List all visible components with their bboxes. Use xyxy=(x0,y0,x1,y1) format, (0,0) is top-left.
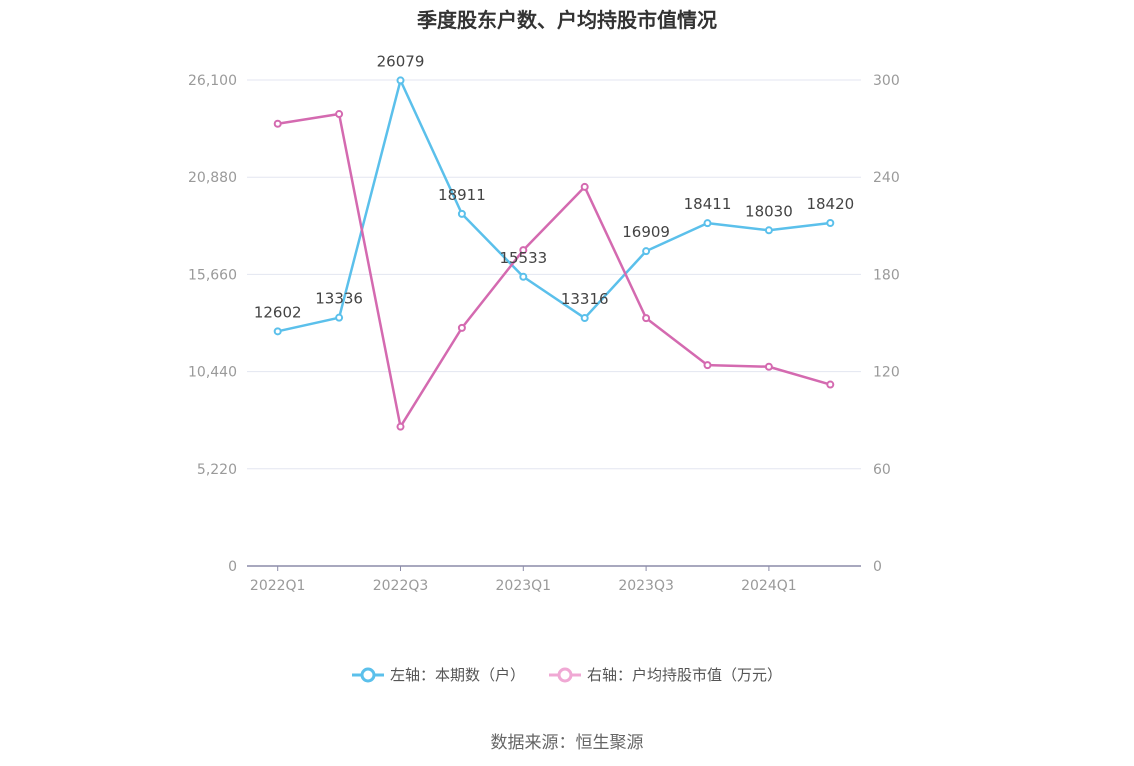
data-label: 15533 xyxy=(499,249,547,267)
data-point-0 xyxy=(335,313,344,322)
data-label: 18420 xyxy=(806,195,854,213)
legend-line-circle-icon xyxy=(351,667,384,682)
data-point-0 xyxy=(457,209,466,218)
axes: 0 0 5,220 60 10,440 120 15,660 180 20,880 240 26,1… xyxy=(188,73,900,594)
data-point-1 xyxy=(457,323,466,332)
data-point-1 xyxy=(580,182,589,191)
data-point-1 xyxy=(273,119,282,128)
legend-label-avg-value: 右轴：户均持股市值（万元） xyxy=(587,666,783,684)
right-y-tick-label: 240 xyxy=(873,170,900,186)
legend-line-circle-icon xyxy=(549,667,581,682)
legend: 左轴：本期数（户） 右轴：户均持股市值（万元） xyxy=(0,664,1134,685)
data-point-0 xyxy=(764,226,773,235)
data-label: 18030 xyxy=(745,202,793,220)
data-label: 12602 xyxy=(254,303,302,321)
left-y-tick-label: 0 xyxy=(228,559,237,575)
data-point-0 xyxy=(273,327,282,336)
x-tick-label: 2023Q3 xyxy=(618,578,674,594)
left-y-tick-label: 20,880 xyxy=(188,170,237,186)
legend-item-households[interactable]: 左轴：本期数（户） xyxy=(351,664,525,685)
left-y-tick-label: 15,660 xyxy=(188,267,237,283)
legend-item-avg-value[interactable]: 右轴：户均持股市值（万元） xyxy=(549,664,782,685)
data-label: 26079 xyxy=(377,52,425,70)
left-y-tick-label: 10,440 xyxy=(188,365,237,381)
right-y-tick-label: 300 xyxy=(873,73,900,89)
data-labels: 12602 13336 26079 18911 15533 13316 16909 18411… xyxy=(254,52,854,321)
data-label: 18911 xyxy=(438,186,486,204)
data-source: 数据来源：恒生聚源 xyxy=(490,733,644,753)
data-label: 16909 xyxy=(622,223,670,241)
data-point-0 xyxy=(519,272,528,281)
right-y-tick-label: 180 xyxy=(873,267,900,283)
x-tick-label: 2022Q3 xyxy=(373,578,429,594)
data-point-1 xyxy=(519,246,528,255)
data-point-0 xyxy=(703,219,712,228)
data-point-1 xyxy=(396,422,405,431)
x-tick-label: 2023Q1 xyxy=(496,578,552,594)
data-label: 18411 xyxy=(684,195,732,213)
x-tick-label: 2024Q1 xyxy=(741,578,797,594)
legend-label-households: 左轴：本期数（户） xyxy=(389,666,525,684)
left-y-tick-label: 5,220 xyxy=(197,462,237,478)
data-point-1 xyxy=(335,110,344,119)
series-line-1 xyxy=(277,112,831,428)
data-point-1 xyxy=(703,361,712,370)
series-lines xyxy=(273,76,835,431)
right-y-tick-label: 120 xyxy=(873,365,900,381)
data-point-1 xyxy=(826,380,835,389)
data-point-0 xyxy=(396,76,405,85)
chart-title: 季度股东户数、户均持股市值情况 xyxy=(417,8,717,32)
data-label: 13316 xyxy=(561,290,609,308)
data-point-1 xyxy=(642,314,651,323)
series-line-0 xyxy=(277,79,831,333)
data-point-0 xyxy=(642,247,651,256)
data-label: 13336 xyxy=(315,290,363,308)
grid-lines xyxy=(247,79,861,470)
data-point-0 xyxy=(580,314,589,323)
left-y-tick-label: 26,100 xyxy=(188,73,237,89)
right-y-tick-label: 60 xyxy=(873,462,891,478)
data-point-0 xyxy=(826,219,835,228)
x-tick-label: 2022Q1 xyxy=(250,578,306,594)
data-point-1 xyxy=(764,362,773,371)
right-y-tick-label: 0 xyxy=(873,559,882,575)
